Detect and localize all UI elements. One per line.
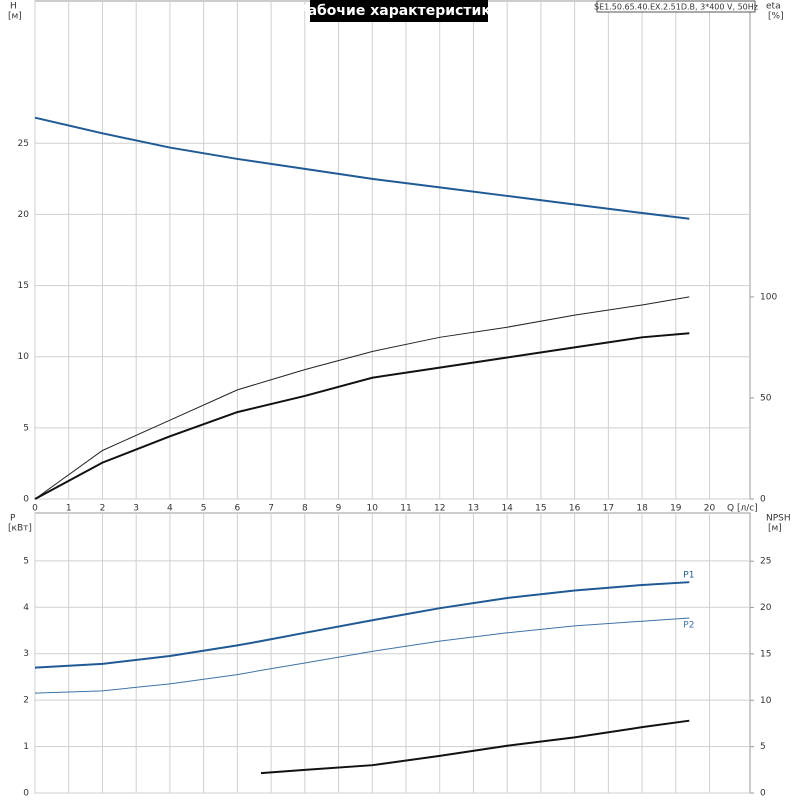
x-tick-label: 13 — [468, 504, 479, 514]
y2-axis-unit: [м] — [768, 524, 782, 534]
y-tick-label: 1 — [23, 742, 29, 752]
y2-tick-label: 100 — [760, 292, 777, 302]
y-tick-label: 5 — [23, 423, 29, 433]
series-label: P2 — [683, 620, 694, 630]
y-tick-label: 4 — [23, 603, 29, 613]
y-axis-unit: [м] — [8, 12, 22, 22]
x-tick-label: 11 — [400, 504, 411, 514]
y-tick-label: 15 — [18, 281, 29, 291]
x-tick-label: 19 — [670, 504, 682, 514]
series-line — [34, 581, 690, 669]
y2-tick-label: 20 — [760, 603, 772, 613]
y2-tick-label: 15 — [760, 649, 771, 659]
x-tick-label: 4 — [167, 504, 173, 514]
x-tick-label: 18 — [636, 504, 648, 514]
y-axis-label: H — [10, 2, 17, 12]
y-tick-label: 0 — [23, 789, 29, 799]
plot-frame — [34, 512, 751, 794]
y-tick-label: 10 — [18, 352, 30, 362]
x-tick-label: 5 — [201, 504, 207, 514]
x-tick-label: 20 — [704, 504, 716, 514]
series-line — [34, 617, 690, 694]
series-line — [34, 296, 690, 500]
y-axis-label: P — [10, 514, 16, 524]
y-tick-label: 3 — [23, 649, 29, 659]
x-tick-label: 12 — [434, 504, 445, 514]
x-axis-label: Q [л/с] — [727, 504, 758, 514]
model-label: SE1.50.65.40.EX.2.51D.B, 3*400 V, 50Hz — [594, 3, 758, 12]
model-box — [596, 0, 756, 13]
x-tick-label: 16 — [569, 504, 581, 514]
series-line — [34, 332, 690, 500]
series-line — [34, 116, 690, 220]
y2-tick-label: 25 — [760, 557, 771, 567]
x-tick-label: 6 — [234, 504, 240, 514]
x-tick-label: 17 — [603, 504, 614, 514]
x-tick-label: 15 — [535, 504, 546, 514]
y-tick-label: 20 — [18, 210, 30, 220]
x-tick-label: 9 — [336, 504, 342, 514]
x-tick-label: 8 — [302, 504, 308, 514]
y-tick-label: 25 — [18, 139, 29, 149]
x-tick-label: 10 — [367, 504, 379, 514]
y2-axis-label: eta — [766, 2, 781, 12]
series-line — [260, 719, 690, 775]
plot-frame — [34, 0, 751, 500]
title-box — [310, 0, 488, 22]
y2-tick-label: 10 — [760, 696, 772, 706]
y-tick-label: 5 — [23, 556, 29, 566]
chart-title: Рабочие характеристики — [297, 3, 500, 19]
x-tick-label: 7 — [268, 504, 274, 514]
x-tick-label: 3 — [133, 504, 139, 514]
x-tick-label: 14 — [501, 504, 513, 514]
series-label: P1 — [683, 571, 694, 581]
y2-axis-label: NPSH — [766, 514, 791, 524]
y-axis-unit: [кВт] — [8, 524, 32, 534]
y2-tick-label: 0 — [760, 495, 766, 505]
y-tick-label: 0 — [23, 495, 29, 505]
x-tick-label: 1 — [66, 504, 72, 514]
y-tick-label: 2 — [23, 696, 29, 706]
y2-tick-label: 50 — [760, 393, 772, 403]
x-tick-label: 2 — [100, 504, 106, 514]
y2-tick-label: 0 — [760, 789, 766, 799]
x-tick-label: 0 — [32, 504, 38, 514]
y2-axis-unit: [%] — [768, 12, 784, 22]
y2-tick-label: 5 — [760, 742, 766, 752]
